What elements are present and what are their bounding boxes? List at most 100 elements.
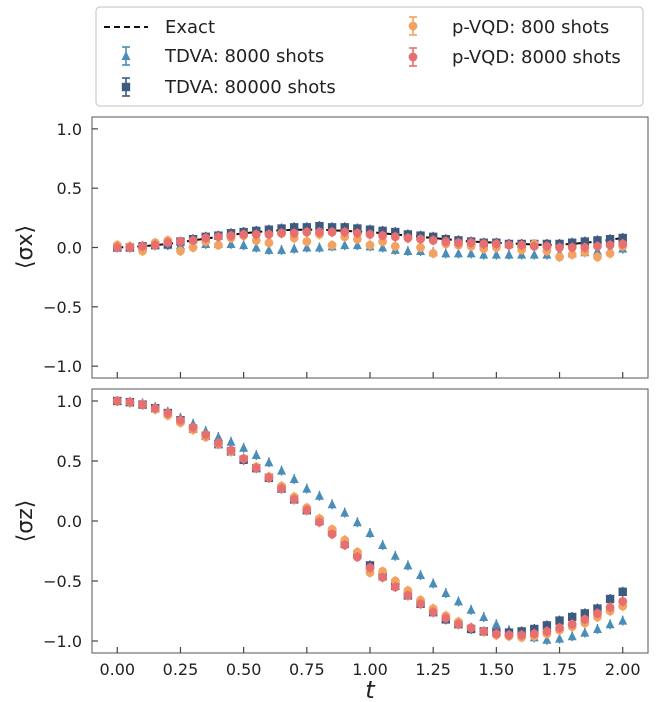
data-point-tdva-8000-shots (479, 249, 489, 259)
data-point-p-vqd-8000-shots (340, 540, 350, 550)
data-point-p-vqd-8000-shots (125, 243, 135, 252)
data-point-p-vqd-8000-shots (542, 627, 552, 636)
y-tick-label: 0.5 (57, 179, 82, 198)
data-point-p-vqd-8000-shots (188, 423, 198, 432)
data-point-tdva-8000-shots (453, 596, 463, 606)
data-point-tdva-80000-shots (605, 594, 615, 604)
legend-frame (95, 6, 644, 107)
data-point-p-vqd-8000-shots (365, 563, 375, 573)
x-tick-label: 1.75 (542, 660, 578, 679)
data-point-tdva-80000-shots (580, 609, 590, 618)
series-tdva-8000-shots (112, 396, 628, 645)
data-point-p-vqd-8000-shots (176, 415, 185, 425)
data-point-p-vqd-800-shots (593, 252, 602, 262)
data-point-p-vqd-800-shots (365, 240, 375, 250)
data-point-p-vqd-8000-shots (491, 239, 501, 249)
panel-sigma-z-ticks: −1.0 −0.5 0.0 0.5 1.0 0.00 0.25 0.50 0.75 1.00 1.2… (43, 392, 640, 679)
data-point-p-vqd-8000-shots (466, 238, 476, 248)
data-point-p-vqd-8000-shots (365, 230, 375, 239)
data-point-p-vqd-8000-shots (340, 227, 350, 237)
data-point-p-vqd-8000-shots (352, 552, 362, 562)
data-point-p-vqd-800-shots (176, 246, 185, 256)
data-point-p-vqd-8000-shots (441, 613, 451, 623)
panel-sigma-z-xlabel: t (365, 676, 376, 702)
legend-entry-tdva-8000: TDVA: 8000 shots (121, 46, 324, 67)
data-point-p-vqd-8000-shots (479, 239, 489, 249)
y-tick-label: 0.5 (57, 452, 82, 471)
data-point-tdva-8000-shots (302, 242, 312, 252)
data-point-p-vqd-8000-shots (289, 495, 299, 504)
data-point-tdva-8000-shots (504, 249, 514, 259)
data-point-p-vqd-8000-shots (302, 227, 312, 237)
data-point-p-vqd-8000-shots (201, 233, 211, 243)
data-point-tdva-80000-shots (580, 237, 590, 246)
x-tick-label: 0.00 (99, 660, 135, 679)
legend-entry-exact: Exact (104, 17, 215, 38)
data-point-tdva-8000-shots (491, 619, 501, 629)
data-point-tdva-80000-shots (315, 221, 324, 231)
data-point-tdva-80000-shots (618, 587, 627, 596)
data-point-p-vqd-8000-shots (163, 408, 173, 418)
data-point-tdva-8000-shots (277, 465, 287, 475)
data-point-tdva-8000-shots (226, 238, 236, 248)
data-point-p-vqd-8000-shots (517, 630, 527, 640)
data-point-tdva-8000-shots (239, 240, 249, 250)
data-point-p-vqd-8000-shots (529, 629, 539, 639)
data-point-tdva-8000-shots (378, 242, 388, 252)
y-tick-label: 1.0 (57, 120, 82, 139)
data-point-tdva-80000-shots (593, 236, 602, 245)
data-point-tdva-8000-shots (289, 243, 299, 253)
x-tick-label: 0.25 (163, 660, 199, 679)
data-point-tdva-8000-shots (555, 633, 565, 643)
data-point-p-vqd-8000-shots (580, 243, 590, 252)
y-tick-label: −0.5 (43, 298, 82, 317)
legend-swatch-tdva-80000 (121, 77, 131, 97)
data-point-tdva-8000-shots (592, 624, 602, 633)
legend-label-pvqd-8000: p-VQD: 8000 shots (452, 47, 621, 68)
x-tick-label: 1.00 (352, 660, 388, 679)
data-point-p-vqd-800-shots (264, 238, 274, 248)
y-tick-label: 0.0 (57, 512, 82, 531)
data-point-tdva-8000-shots (378, 540, 388, 549)
data-point-tdva-8000-shots (428, 578, 438, 588)
legend-label-pvqd-800: p-VQD: 800 shots (452, 17, 609, 38)
data-point-tdva-8000-shots (340, 507, 350, 517)
y-tick-label: −1.0 (43, 357, 82, 376)
data-point-p-vqd-8000-shots (580, 615, 590, 624)
data-point-tdva-8000-shots (491, 249, 501, 259)
data-point-p-vqd-8000-shots (112, 396, 122, 406)
data-point-p-vqd-8000-shots (517, 240, 527, 250)
data-point-p-vqd-8000-shots (441, 237, 451, 246)
data-point-tdva-8000-shots (416, 570, 426, 579)
legend-marker (121, 82, 131, 92)
data-point-p-vqd-800-shots (188, 243, 198, 252)
legend-swatch-tdva-8000 (121, 46, 131, 66)
data-point-p-vqd-8000-shots (529, 241, 539, 251)
data-point-tdva-8000-shots (352, 517, 362, 527)
data-point-tdva-8000-shots (466, 604, 476, 614)
data-point-p-vqd-8000-shots (428, 235, 438, 245)
data-point-p-vqd-8000-shots (504, 630, 514, 640)
legend-entry-tdva-80000: TDVA: 80000 shots (121, 77, 336, 98)
data-point-p-vqd-8000-shots (163, 238, 173, 248)
data-point-p-vqd-800-shots (213, 240, 223, 250)
data-point-p-vqd-8000-shots (390, 582, 400, 592)
data-point-p-vqd-800-shots (390, 241, 400, 251)
data-point-p-vqd-800-shots (327, 240, 337, 250)
data-point-p-vqd-8000-shots (226, 231, 236, 241)
panel-sigma-x-ylabel: ⟨σx⟩ (13, 225, 38, 269)
legend-marker (121, 51, 131, 60)
data-point-tdva-8000-shots (466, 248, 476, 258)
panel-sigma-x-ticks: −1.0 −0.5 0.0 0.5 1.0 (43, 120, 624, 378)
data-point-p-vqd-800-shots (428, 249, 438, 258)
series-p-vqd-800-shots (112, 396, 628, 643)
legend-entry-pvqd-800: p-VQD: 800 shots (408, 16, 609, 38)
data-point-tdva-8000-shots (264, 457, 274, 467)
data-point-p-vqd-800-shots (567, 250, 577, 260)
data-point-p-vqd-8000-shots (251, 230, 261, 239)
data-point-p-vqd-8000-shots (605, 240, 615, 250)
panel-sigma-z-marks (112, 396, 628, 645)
data-point-p-vqd-8000-shots (188, 235, 198, 245)
data-point-p-vqd-8000-shots (277, 228, 286, 238)
data-point-p-vqd-8000-shots (176, 237, 185, 246)
